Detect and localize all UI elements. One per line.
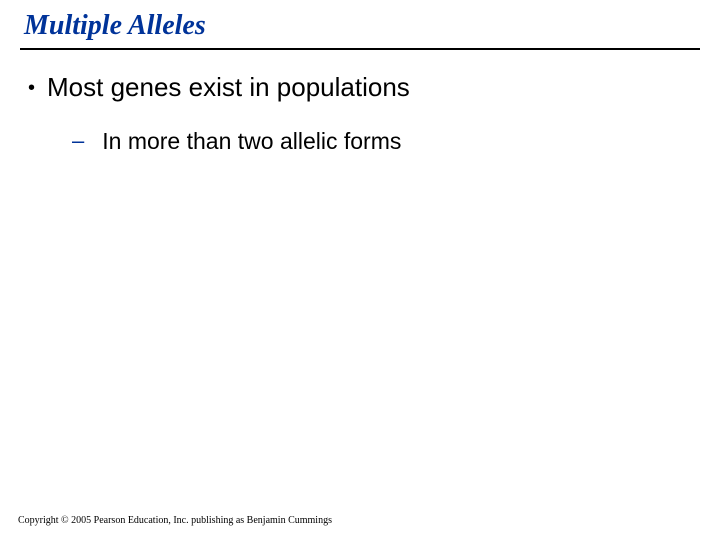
copyright-text: Copyright © 2005 Pearson Education, Inc.…: [18, 515, 332, 526]
slide-container: Multiple Alleles • Most genes exist in p…: [0, 0, 720, 540]
bullet-level-2: – In more than two allelic forms: [72, 128, 401, 155]
bullet-level-1-text: Most genes exist in populations: [47, 72, 410, 103]
title-underline: [20, 48, 700, 50]
slide-title: Multiple Alleles: [24, 10, 206, 42]
bullet-marker-dash: –: [72, 128, 84, 154]
bullet-level-1: • Most genes exist in populations: [28, 72, 410, 103]
bullet-level-2-text: In more than two allelic forms: [102, 128, 401, 155]
bullet-marker-dot: •: [28, 74, 35, 102]
